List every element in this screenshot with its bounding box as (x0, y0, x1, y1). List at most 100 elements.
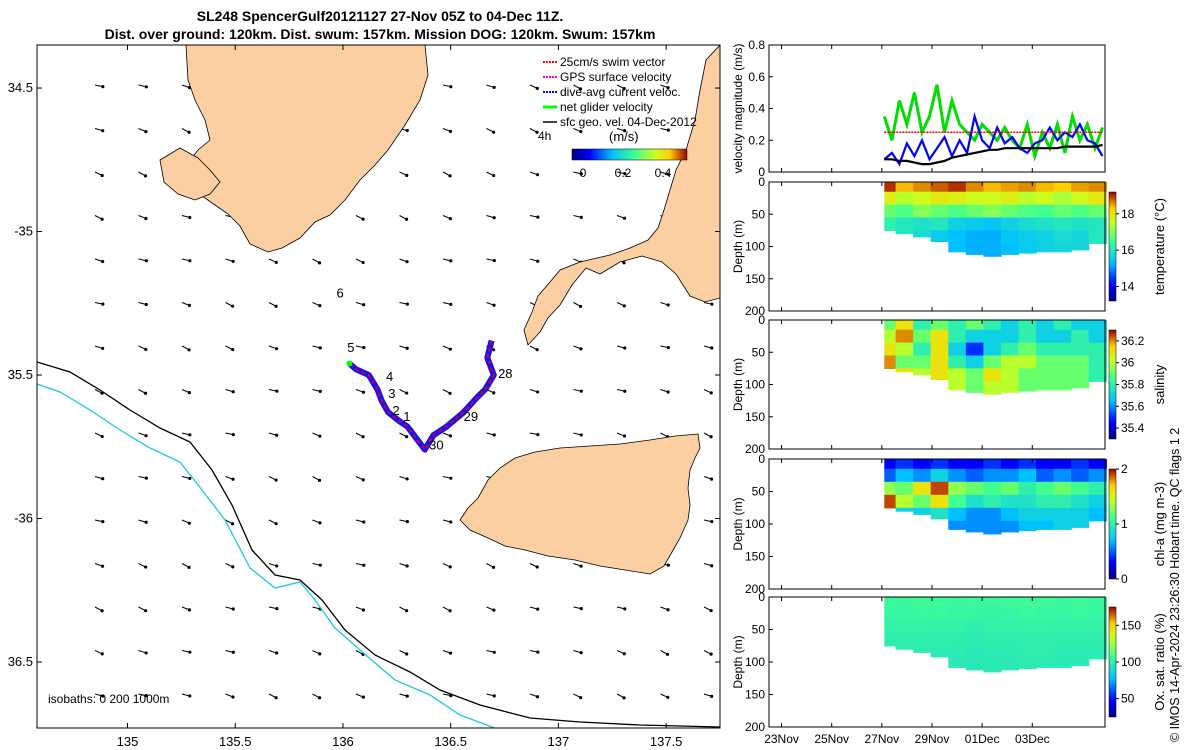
arrow-head (318, 652, 322, 656)
geo-velocity-arrow (660, 128, 670, 132)
arrow-head (710, 564, 714, 568)
arrow-head (666, 172, 670, 176)
geo-velocity-arrow (355, 215, 365, 221)
heatmap-cell (895, 329, 914, 344)
heatmap-cell (948, 368, 967, 382)
arrow-head (361, 260, 365, 265)
arrow-head (622, 304, 626, 308)
arrow-head (492, 650, 496, 654)
heatmap-cell (1018, 468, 1037, 483)
geo-velocity-arrow (94, 519, 105, 524)
heatmap-cell (965, 597, 984, 608)
arrow-head (144, 302, 148, 307)
arrow-head (665, 652, 670, 656)
heatmap-cell (1071, 355, 1090, 369)
arrow-head (405, 391, 409, 395)
heatmap-3-ylabel: Depth (m) (731, 497, 745, 550)
geo-velocity-arrow (529, 563, 539, 569)
heatmap-cell (1071, 191, 1090, 206)
geo-velocity-arrow (703, 693, 714, 698)
heatmap-cell (965, 658, 984, 671)
y-tick-label: 36.5 (8, 654, 33, 669)
geo-velocity-arrow (399, 258, 409, 264)
heatmap-cell (1018, 481, 1037, 496)
y-tick-label: 150 (745, 272, 765, 286)
y-tick-label: 150 (745, 550, 765, 564)
heatmap-cell (913, 606, 932, 621)
arrow-head (492, 433, 496, 437)
geo-velocity-arrow (225, 389, 235, 394)
legend-item-dive-avg-current: dive-avg current veloc. (543, 85, 681, 99)
heatmap-cell (1071, 329, 1090, 344)
arrow-head (492, 694, 496, 698)
geo-velocity-arrow (616, 215, 627, 220)
x-tick-label: 135 (117, 734, 139, 749)
y-tick-label: -35 (14, 224, 33, 239)
arrow-head (448, 391, 452, 395)
arrow-head (317, 696, 322, 700)
geo-velocity-arrow (573, 345, 583, 351)
heatmap-cell (948, 329, 967, 344)
geo-velocity-arrow (94, 258, 105, 264)
arrow-head (231, 607, 235, 611)
heatmap-cell (1088, 230, 1107, 244)
arrow-head (449, 520, 453, 524)
heatmap-cell (1000, 507, 1020, 522)
geo-velocity-arrow (225, 563, 235, 569)
arrow-head (100, 173, 104, 178)
heatmap-cell (1018, 494, 1037, 509)
arrow-head (710, 694, 714, 698)
arrow-head (536, 432, 540, 437)
yorke-peninsula-land (523, 45, 720, 346)
geo-velocity-arrow (442, 345, 452, 351)
heatmap-cell (913, 468, 932, 483)
arrow-head (101, 346, 105, 351)
heatmap-cell (1088, 355, 1107, 369)
geo-velocity-arrow (529, 171, 540, 177)
heatmap-cell (1036, 459, 1055, 470)
geo-velocity-arrow (486, 215, 496, 220)
geo-velocity-arrow (442, 606, 452, 613)
geo-velocity-arrow (225, 432, 235, 437)
y-tick-label: 100 (745, 378, 765, 392)
heatmap-cell (965, 355, 984, 369)
y-tick-label: 50 (752, 623, 766, 637)
geo-velocity-arrow (312, 389, 322, 393)
arrow-head (709, 477, 714, 481)
y-tick-label: 0 (758, 590, 765, 604)
geo-velocity-arrow (268, 389, 279, 393)
heatmap-cell (1088, 645, 1107, 660)
map-panel: 5 6 4 3 2 1 30 29 28 135 135.5 136 136.5 137 137.5 34.… (8, 44, 721, 749)
geo-velocity-arrow (138, 650, 148, 655)
y-tick-label: 0.8 (748, 38, 765, 52)
heatmap-cell (948, 191, 967, 206)
arrow-head (709, 435, 713, 439)
arrow-head (362, 520, 366, 524)
geo-velocity-arrow (355, 606, 366, 612)
heatmap-cell (965, 507, 984, 522)
arrow-head (710, 346, 714, 350)
heatmap-cell (1088, 368, 1107, 382)
geo-velocity-arrow (94, 128, 105, 133)
heatmap-cell (1036, 468, 1055, 483)
geo-velocity-arrow (399, 345, 409, 350)
arrow-head (578, 304, 583, 308)
day-label-2: 2 (393, 403, 400, 418)
heatmap-cell (1071, 597, 1090, 608)
colorbar-tick-label: 150 (1121, 618, 1141, 632)
heatmap-cell (983, 182, 1002, 193)
geo-velocity-arrow (442, 171, 452, 178)
map-legend: 25cm/s swim vector GPS surface velocity … (538, 55, 697, 180)
colorbar-tick-label: 16 (1121, 243, 1135, 257)
heatmap-cell (1018, 381, 1037, 392)
heatmap-cell (1071, 182, 1090, 193)
heatmap-cell (1053, 459, 1072, 470)
arrow-head (622, 696, 626, 700)
heatmap-cell (983, 381, 1002, 395)
y-tick-label: 150 (745, 688, 765, 702)
arrow-head (448, 434, 453, 438)
heatmap-cell (983, 597, 1002, 608)
heatmap-cell (930, 368, 949, 380)
heatmap-cell (913, 355, 932, 369)
heatmap-cell (1018, 243, 1037, 254)
